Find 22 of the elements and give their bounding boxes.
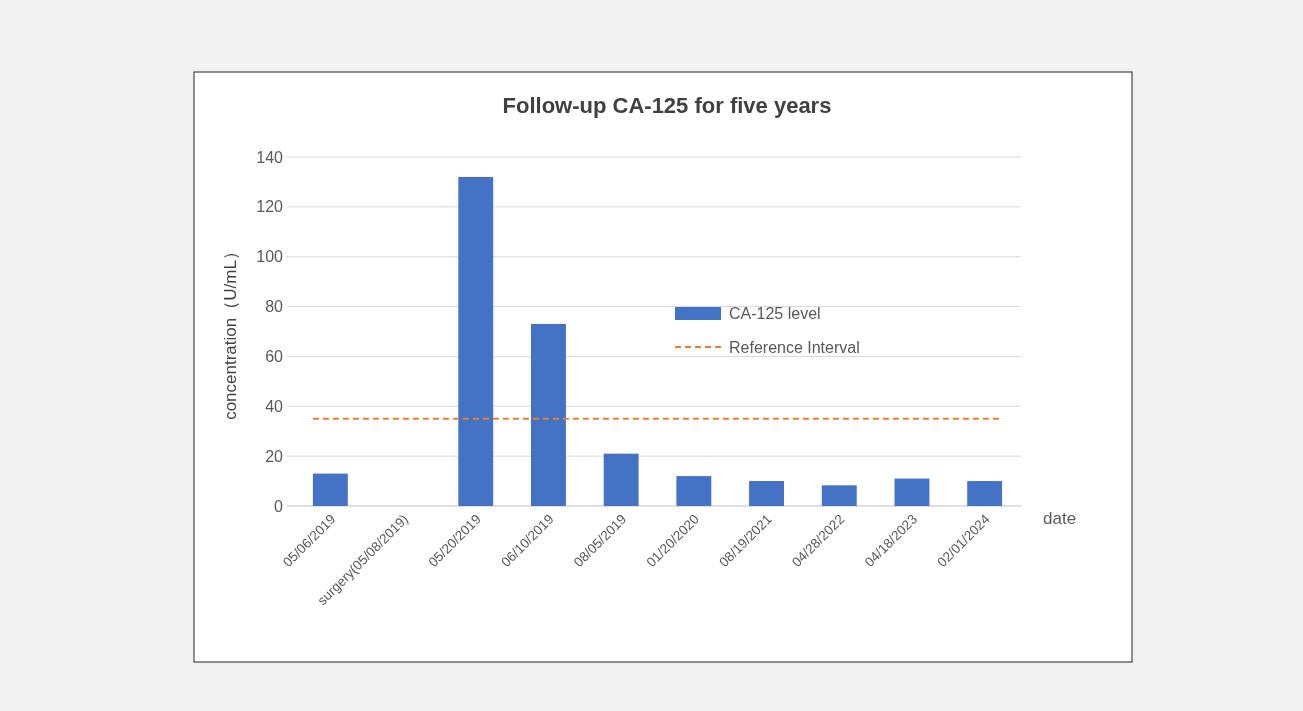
y-tick-label: 120 (256, 198, 284, 216)
y-tick-label: 20 (265, 447, 284, 465)
y-axis-title: concentration（U/mL） (221, 243, 240, 420)
bar (676, 476, 712, 506)
y-tick-label: 80 (265, 298, 284, 316)
y-tick-label: 40 (265, 397, 284, 415)
legend-label: CA-125 level (729, 304, 821, 322)
legend-label: Reference Interval (729, 338, 860, 356)
bar (894, 478, 930, 506)
y-tick-label: 60 (265, 348, 284, 366)
bar (821, 485, 857, 506)
bar (458, 176, 494, 506)
bar (603, 453, 639, 506)
y-tick-label: 100 (256, 248, 284, 266)
bar (749, 481, 784, 506)
x-axis-title: date (1043, 509, 1077, 528)
chart-title: Follow-up CA-125 for five years (502, 93, 832, 118)
bar (312, 473, 348, 506)
y-tick-label: 0 (274, 497, 284, 515)
bar (531, 324, 566, 506)
bar (967, 481, 1003, 506)
y-tick-label: 140 (256, 148, 284, 166)
